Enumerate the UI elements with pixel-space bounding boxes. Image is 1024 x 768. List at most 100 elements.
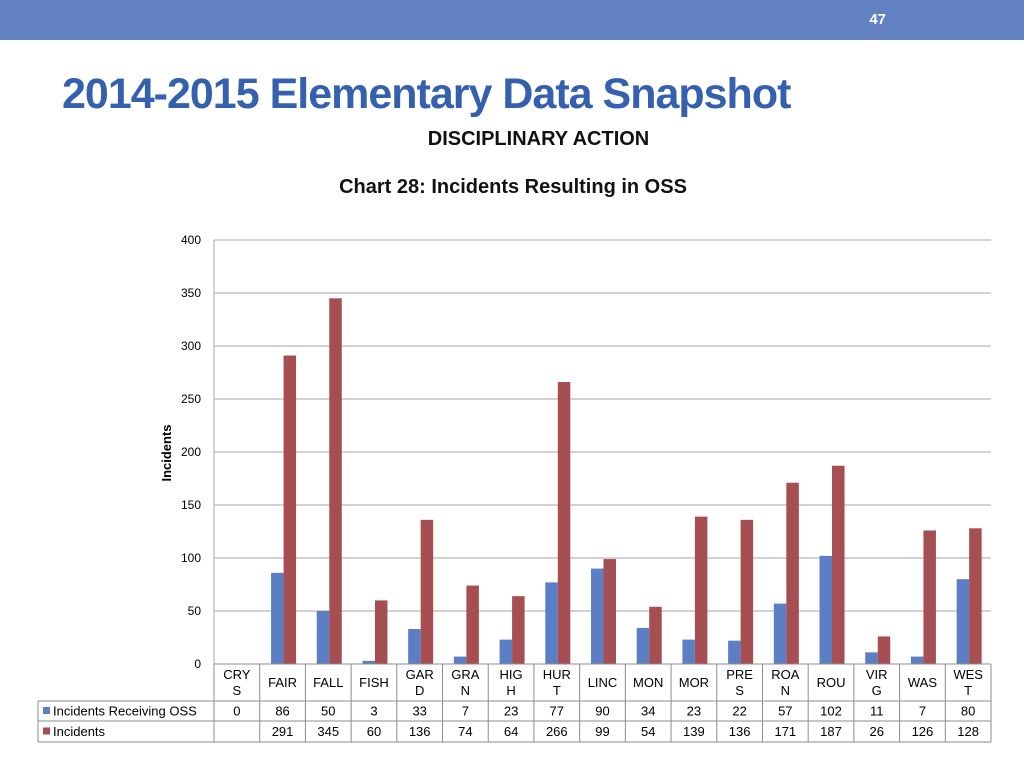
data-label: 3 — [370, 704, 377, 719]
x-tick-label: H — [506, 683, 515, 698]
x-tick-label: FAIR — [268, 675, 297, 690]
data-label: 33 — [412, 704, 426, 719]
bar-oss — [453, 656, 467, 664]
x-tick-label: S — [735, 683, 744, 698]
bar-oss — [408, 629, 421, 664]
bar-incidents — [420, 519, 434, 664]
bar-oss — [316, 611, 330, 664]
slide-title: 2014-2015 Elementary Data Snapshot — [62, 70, 791, 118]
y-tick-label: 300 — [181, 339, 201, 353]
legend-key — [43, 727, 50, 735]
data-label: 136 — [409, 724, 431, 739]
data-label: 139 — [683, 724, 705, 739]
x-tick-label: WES — [953, 667, 983, 682]
bar-oss — [956, 579, 970, 664]
y-tick-label: 150 — [181, 498, 201, 512]
data-label: 34 — [641, 704, 655, 719]
bar-incidents — [466, 585, 479, 664]
data-label: 26 — [870, 724, 884, 739]
y-tick-label: 100 — [181, 551, 201, 565]
bar-incidents — [283, 355, 297, 664]
bar-incidents — [512, 596, 525, 664]
x-tick-label: WAS — [908, 675, 937, 690]
bar-oss — [499, 639, 513, 664]
y-tick-label: 50 — [188, 604, 202, 618]
slide-subtitle: DISCIPLINARY ACTION — [427, 128, 650, 150]
legend-label: Incidents — [53, 724, 106, 739]
data-label: 80 — [961, 704, 975, 719]
x-tick-label: ROU — [817, 675, 846, 690]
x-tick-label: MON — [633, 675, 663, 690]
x-tick-label: N — [781, 683, 790, 698]
x-tick-label: G — [872, 683, 882, 698]
data-label: 128 — [957, 724, 979, 739]
bar-incidents — [557, 382, 571, 664]
data-label: 0 — [233, 704, 240, 719]
data-label: 60 — [367, 724, 381, 739]
bar-incidents — [923, 530, 936, 664]
x-tick-label: FISH — [359, 675, 389, 690]
bar-incidents — [603, 559, 616, 664]
bar-oss — [636, 627, 650, 664]
bar-oss — [910, 656, 924, 664]
bar-incidents — [649, 606, 662, 664]
data-label: 126 — [912, 724, 934, 739]
bar-oss — [819, 555, 833, 664]
x-tick-label: S — [233, 683, 242, 698]
x-tick-label: LINC — [588, 675, 618, 690]
data-label: 187 — [820, 724, 842, 739]
bar-oss — [362, 660, 375, 664]
data-label: 86 — [275, 704, 289, 719]
data-label: 74 — [458, 724, 472, 739]
y-tick-label: 400 — [181, 233, 201, 247]
data-label: 171 — [774, 724, 796, 739]
bar-oss — [591, 568, 604, 664]
x-tick-label: PRE — [726, 667, 753, 682]
data-label: 291 — [272, 724, 294, 739]
x-tick-label: T — [964, 683, 972, 698]
bar-oss — [271, 572, 284, 664]
chart-title: Chart 28: Incidents Resulting in OSS — [339, 176, 687, 198]
data-label: 11 — [870, 704, 884, 719]
bar-incidents — [786, 482, 799, 664]
data-label: 23 — [687, 704, 701, 719]
page-number: 47 — [869, 11, 886, 28]
legend-label: Incidents Receiving OSS — [53, 704, 197, 719]
bar-oss — [865, 652, 878, 664]
bar-incidents — [329, 298, 342, 664]
data-label: 54 — [641, 724, 655, 739]
y-tick-label: 350 — [181, 286, 201, 300]
x-tick-label: VIR — [866, 667, 888, 682]
x-tick-label: D — [415, 683, 424, 698]
x-tick-label: FALL — [313, 675, 343, 690]
bar-incidents — [832, 465, 845, 664]
x-tick-label: MOR — [679, 675, 709, 690]
data-label: 77 — [550, 704, 564, 719]
data-label: 266 — [546, 724, 568, 739]
bar-oss — [728, 640, 741, 664]
data-label: 64 — [504, 724, 518, 739]
bar-incidents — [877, 636, 891, 664]
y-tick-label: 0 — [194, 657, 201, 671]
data-label: 22 — [732, 704, 746, 719]
data-label: 99 — [595, 724, 609, 739]
x-tick-label: HUR — [543, 667, 571, 682]
x-tick-label: N — [461, 683, 470, 698]
data-label: 23 — [504, 704, 518, 719]
x-tick-label: ROA — [771, 667, 800, 682]
bar-incidents — [740, 519, 754, 664]
y-axis-label: Incidents — [159, 424, 174, 481]
data-label: 7 — [919, 704, 926, 719]
bar-oss — [773, 603, 787, 664]
legend-key — [43, 707, 50, 714]
bar-incidents — [969, 528, 982, 664]
data-label: 7 — [462, 704, 469, 719]
y-tick-label: 200 — [181, 445, 201, 459]
bar-incidents — [374, 600, 388, 664]
data-label: 102 — [820, 704, 842, 719]
y-tick-label: 250 — [181, 392, 201, 406]
data-label: 136 — [729, 724, 751, 739]
bar-incidents — [694, 516, 708, 664]
x-tick-label: HIG — [500, 667, 523, 682]
